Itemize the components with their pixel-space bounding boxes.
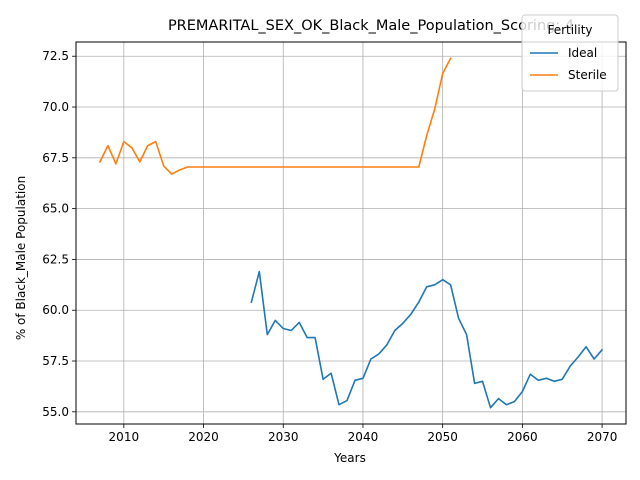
legend-label-ideal: Ideal bbox=[568, 46, 597, 60]
series-lines bbox=[98, 57, 604, 409]
y-tick-label: 67.5 bbox=[42, 151, 69, 165]
x-tick-label: 2030 bbox=[268, 430, 299, 444]
y-tick-label: 62.5 bbox=[42, 252, 69, 266]
grid bbox=[76, 42, 626, 424]
x-tick-label: 2040 bbox=[348, 430, 379, 444]
x-tick-label: 2020 bbox=[188, 430, 219, 444]
legend-box bbox=[521, 14, 619, 92]
legend: Fertility Ideal Sterile bbox=[521, 14, 619, 92]
series-line-sterile bbox=[98, 57, 452, 175]
x-axis-label: Years bbox=[333, 451, 366, 465]
chart-title: PREMARITAL_SEX_OK_Black_Male_Population_… bbox=[168, 18, 574, 34]
x-tick-label: 2010 bbox=[109, 430, 140, 444]
y-tick-label: 70.0 bbox=[42, 100, 69, 114]
series-line-ideal bbox=[250, 270, 604, 409]
x-tick-label: 2070 bbox=[587, 430, 618, 444]
y-axis-label: % of Black_Male Population bbox=[14, 176, 28, 340]
y-tick-label: 55.0 bbox=[42, 405, 69, 419]
x-tick-label: 2060 bbox=[507, 430, 538, 444]
x-axis: 2010 2020 2030 2040 2050 2060 2070 bbox=[109, 424, 618, 444]
plot-frame bbox=[75, 41, 627, 425]
y-tick-label: 72.5 bbox=[42, 49, 69, 63]
y-axis: 55.0 57.5 60.0 62.5 65.0 67.5 70.0 72.5 bbox=[42, 49, 76, 419]
y-tick-label: 57.5 bbox=[42, 354, 69, 368]
legend-label-sterile: Sterile bbox=[568, 68, 607, 82]
x-tick-label: 2050 bbox=[427, 430, 458, 444]
y-tick-label: 60.0 bbox=[42, 303, 69, 317]
y-tick-label: 65.0 bbox=[42, 202, 69, 216]
legend-title: Fertility bbox=[547, 23, 592, 37]
